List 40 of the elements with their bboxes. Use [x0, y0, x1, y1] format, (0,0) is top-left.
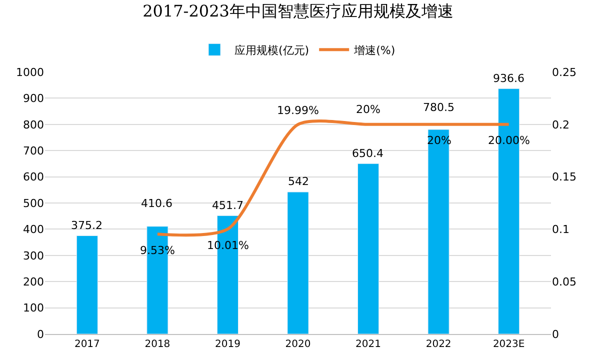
x-tick-label: 2022 — [426, 339, 452, 350]
data-label: 410.6 — [141, 197, 172, 210]
y-tick-label: 800 — [23, 118, 44, 132]
data-label: 20% — [356, 103, 380, 116]
x-tick-label: 2020 — [285, 339, 311, 350]
legend-label: 增速(%) — [353, 44, 396, 57]
y-tick-label: 300 — [23, 249, 44, 262]
chart-title: 2017-2023年中国智慧医疗应用规模及增速 — [142, 2, 454, 21]
y2-tick-label: 0.1 — [552, 223, 570, 236]
data-label: 650.4 — [352, 147, 384, 160]
x-tick-label: 2019 — [214, 339, 240, 350]
y-tick-label: 500 — [23, 196, 44, 210]
data-label: 936.6 — [493, 72, 524, 85]
data-label: 19.99% — [277, 104, 319, 117]
y2-tick-label: 0.15 — [552, 170, 576, 184]
y2-tick-label: 0 — [552, 328, 559, 341]
y-tick-label: 600 — [23, 170, 44, 184]
y-tick-label: 200 — [23, 275, 44, 288]
x-tick-label: 2017 — [74, 339, 100, 350]
data-label: 780.5 — [423, 101, 454, 114]
y-tick-label: 100 — [23, 302, 44, 315]
y-tick-label: 1000 — [16, 66, 44, 79]
data-label: 451.7 — [212, 199, 244, 212]
legend-label: 应用规模(亿元) — [234, 44, 310, 57]
bar — [76, 235, 98, 334]
bar — [287, 192, 309, 334]
x-tick-label: 2023E — [492, 339, 525, 350]
bar — [428, 129, 450, 334]
x-tick-label: 2018 — [144, 339, 170, 350]
y2-tick-label: 0.2 — [552, 118, 570, 132]
y-tick-label: 400 — [23, 223, 44, 236]
data-label: 375.2 — [71, 219, 102, 232]
y-tick-label: 0 — [37, 328, 44, 341]
x-tick-label: 2021 — [356, 339, 382, 350]
y-tick-label: 700 — [23, 144, 44, 158]
y2-tick-label: 0.25 — [552, 66, 576, 79]
bar — [357, 163, 380, 334]
y-tick-label: 900 — [23, 92, 44, 106]
y2-tick-label: 0.05 — [552, 275, 576, 288]
data-label: 542 — [288, 175, 309, 188]
